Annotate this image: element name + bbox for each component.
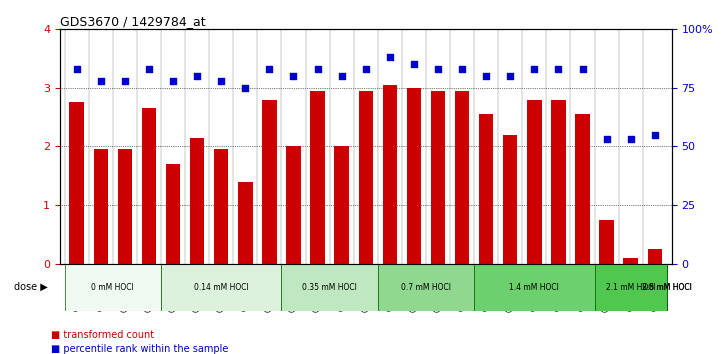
Bar [358, 91, 373, 264]
Text: 0.35 mM HOCl: 0.35 mM HOCl [302, 283, 357, 292]
Point [384, 55, 395, 60]
Point [191, 73, 203, 79]
Bar [455, 91, 470, 264]
Point [505, 73, 516, 79]
Point [95, 78, 106, 84]
Text: dose ▶: dose ▶ [14, 282, 48, 292]
Bar [214, 149, 229, 264]
FancyBboxPatch shape [161, 264, 282, 311]
FancyBboxPatch shape [282, 264, 378, 311]
Text: ■ transformed count: ■ transformed count [51, 330, 154, 340]
Bar [142, 108, 157, 264]
Bar [69, 102, 84, 264]
Point [312, 66, 323, 72]
Bar [407, 88, 422, 264]
Point [408, 62, 420, 67]
Bar [599, 220, 614, 264]
Point [167, 78, 179, 84]
Point [119, 78, 131, 84]
Bar [334, 147, 349, 264]
Bar [94, 149, 108, 264]
Bar [623, 258, 638, 264]
Bar [527, 99, 542, 264]
Point [288, 73, 299, 79]
Bar [262, 99, 277, 264]
Point [360, 66, 371, 72]
Bar [118, 149, 132, 264]
Point [264, 66, 275, 72]
Point [649, 132, 660, 138]
Point [143, 66, 155, 72]
Text: 0 mM HOCl: 0 mM HOCl [92, 283, 134, 292]
Point [240, 85, 251, 91]
Bar [238, 182, 253, 264]
Bar [310, 91, 325, 264]
Point [553, 66, 564, 72]
Point [529, 66, 540, 72]
Point [480, 73, 492, 79]
Point [625, 137, 636, 142]
Bar [551, 99, 566, 264]
Text: 0.14 mM HOCl: 0.14 mM HOCl [194, 283, 248, 292]
Point [336, 73, 347, 79]
Bar [431, 91, 446, 264]
Bar [383, 85, 397, 264]
Text: 3.5 mM HOCl: 3.5 mM HOCl [642, 283, 692, 292]
Bar [503, 135, 518, 264]
Text: ■ percentile rank within the sample: ■ percentile rank within the sample [51, 344, 229, 354]
Point [456, 66, 468, 72]
Bar [479, 114, 494, 264]
FancyBboxPatch shape [378, 264, 474, 311]
Text: 1.4 mM HOCl: 1.4 mM HOCl [510, 283, 559, 292]
Bar [575, 114, 590, 264]
Point [71, 66, 82, 72]
FancyBboxPatch shape [65, 264, 161, 311]
FancyBboxPatch shape [474, 264, 595, 311]
Point [577, 66, 588, 72]
Text: GDS3670 / 1429784_at: GDS3670 / 1429784_at [60, 15, 205, 28]
Text: 2.1 mM HOCl: 2.1 mM HOCl [606, 283, 656, 292]
FancyBboxPatch shape [595, 264, 667, 311]
Point [601, 137, 612, 142]
Bar [190, 138, 205, 264]
Bar [286, 147, 301, 264]
Text: 0.7 mM HOCl: 0.7 mM HOCl [401, 283, 451, 292]
Point [215, 78, 227, 84]
Bar [166, 164, 181, 264]
Point [432, 66, 444, 72]
Text: 2.8 mM HOCl: 2.8 mM HOCl [642, 283, 692, 292]
Bar [648, 249, 662, 264]
